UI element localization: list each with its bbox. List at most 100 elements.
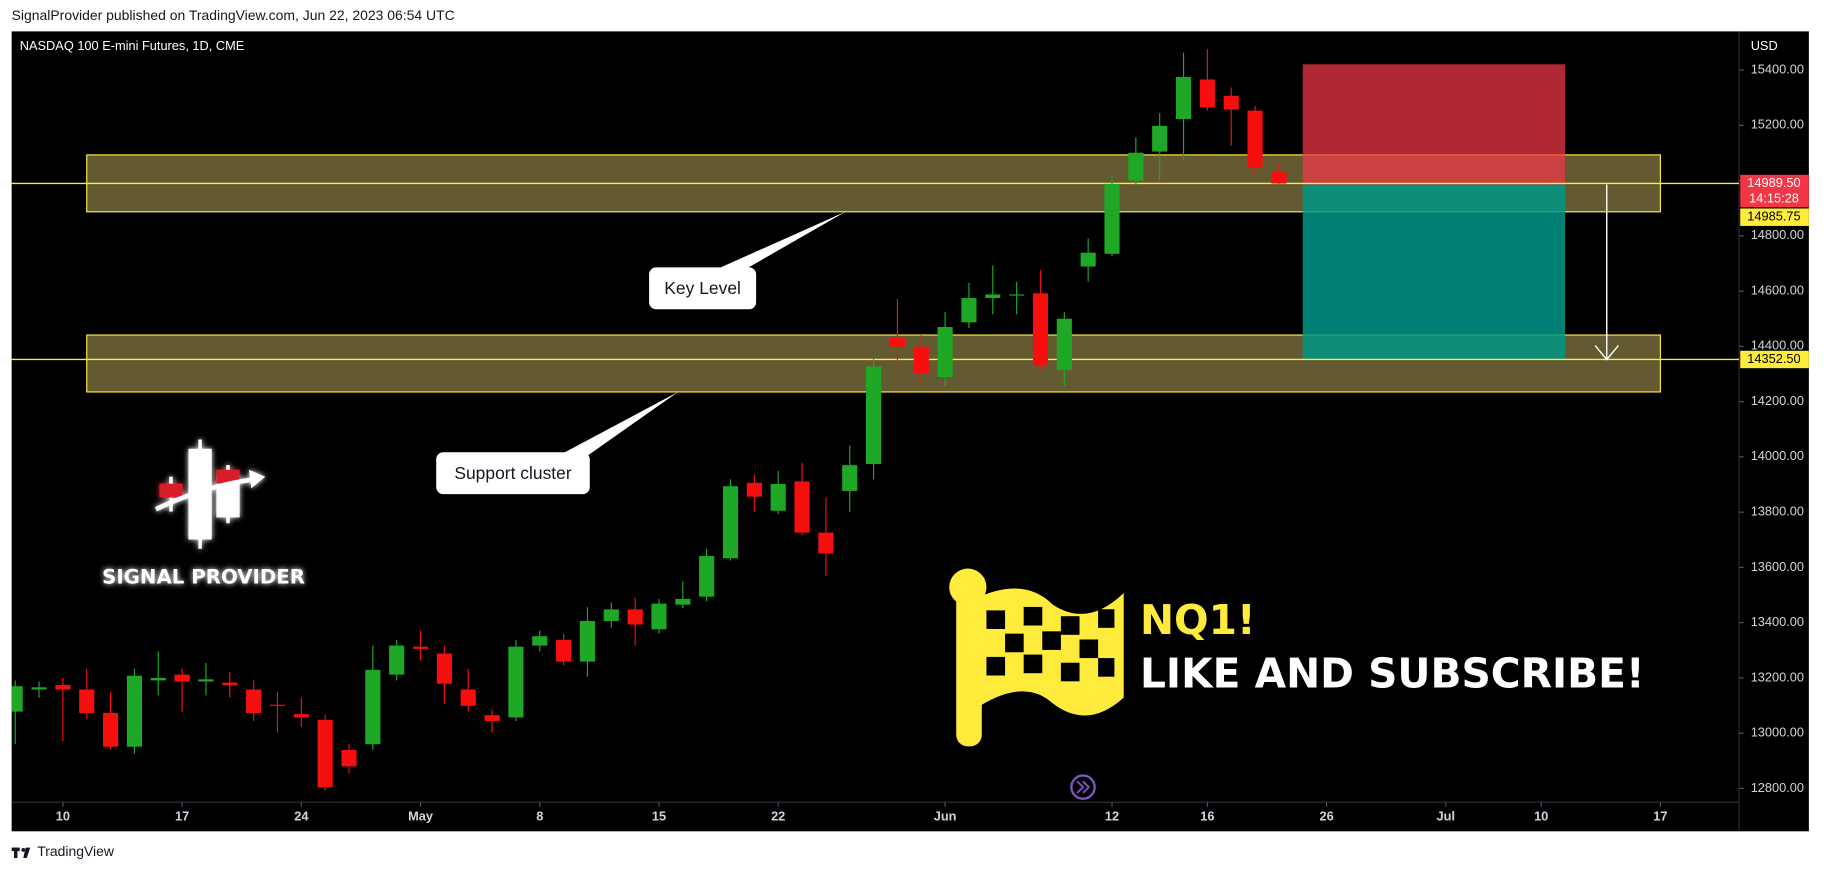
candle-body	[436, 653, 452, 684]
y-tick-label: 14000.00	[1751, 448, 1804, 463]
axis-layer: 12800.00 13000.00 13200.00 13400.00 13600.00…	[56, 61, 1809, 824]
price-label: 14352.50	[1747, 351, 1800, 366]
publish-header: SignalProvider published on TradingView.…	[12, 7, 455, 23]
candle-body	[508, 646, 524, 718]
target-zone	[1302, 184, 1566, 360]
candle-body	[11, 686, 23, 712]
x-tick-label: 12	[1105, 809, 1119, 824]
y-tick-label: 13400.00	[1751, 614, 1804, 629]
candle-body	[198, 679, 214, 682]
candle-body	[317, 719, 333, 788]
callout-support: Support cluster	[436, 391, 679, 495]
candles-layer	[11, 49, 1287, 791]
candle-body	[174, 674, 190, 682]
candle-body	[31, 687, 47, 690]
y-tick-label: 15200.00	[1751, 117, 1804, 132]
candle-body	[389, 645, 405, 675]
candle-body	[532, 636, 548, 646]
symbol-text: NQ1!	[1140, 596, 1256, 644]
candle-body	[1056, 318, 1072, 370]
x-tick-label: 24	[294, 809, 309, 824]
candle-body	[579, 620, 596, 662]
candle-body	[1128, 152, 1144, 181]
candle-body	[746, 482, 762, 497]
candle-body	[627, 609, 643, 625]
price-label-box	[1740, 174, 1809, 208]
candle-body	[603, 609, 619, 621]
price-label-box	[1740, 208, 1809, 226]
candle-body	[985, 294, 1001, 299]
candle-body	[770, 483, 786, 511]
candle-body	[913, 346, 929, 374]
candle-body	[651, 603, 667, 630]
candle-body	[1223, 95, 1239, 110]
candle-body	[937, 327, 953, 378]
candle-body	[722, 486, 739, 559]
footer-text: TradingView	[37, 843, 115, 859]
currency-label: USD	[1751, 38, 1778, 53]
x-tick-label: 15	[652, 809, 666, 824]
candle-body	[675, 598, 691, 605]
callout-text: Key Level	[664, 278, 741, 298]
candle-body	[794, 481, 810, 533]
x-tick-label: 10	[1534, 809, 1548, 824]
candle-body	[818, 532, 834, 554]
y-tick-label: 12800.00	[1751, 780, 1804, 795]
x-tick-label: 22	[771, 809, 785, 824]
scroll-button[interactable]	[1070, 774, 1096, 800]
price-label: 14985.75	[1747, 209, 1800, 224]
y-tick-label: 14400.00	[1751, 338, 1804, 353]
y-tick-label: 13600.00	[1751, 559, 1804, 574]
candle-body	[1199, 79, 1215, 108]
y-tick-label: 15400.00	[1751, 61, 1804, 76]
candle-body	[293, 714, 309, 718]
callout-text: Support cluster	[454, 463, 572, 483]
cta-text: LIKE AND SUBSCRIBE!	[1140, 650, 1645, 698]
candle-body	[460, 689, 476, 706]
candle-body	[556, 639, 572, 662]
price-label-box	[1740, 350, 1809, 369]
callout-pointer	[558, 391, 679, 456]
x-tick-label: 17	[1653, 809, 1667, 824]
countdown-label: 14:15:28	[1749, 191, 1799, 206]
candle-body	[699, 556, 715, 597]
candle-body	[365, 669, 381, 745]
y-tick-label: 14200.00	[1751, 393, 1804, 408]
x-tick-label: 16	[1200, 809, 1214, 824]
logo-text: SIGNAL PROVIDER	[102, 565, 305, 588]
candle-body	[842, 465, 858, 491]
candle-body	[1080, 252, 1096, 267]
candle-body	[961, 298, 977, 323]
candle-body	[412, 646, 429, 649]
candle-body	[222, 682, 238, 686]
flag-icon	[949, 568, 1124, 747]
x-tick-label: 8	[536, 809, 543, 824]
x-tick-label: Jun	[934, 809, 957, 824]
x-tick-label: 10	[56, 809, 70, 824]
candle-body	[866, 366, 882, 465]
y-tick-label: 14800.00	[1751, 227, 1804, 242]
candle-body	[484, 715, 500, 722]
y-tick-label: 14600.00	[1751, 282, 1804, 297]
x-tick-label: 17	[175, 809, 189, 824]
candle-body	[1104, 183, 1120, 254]
candle-body	[1175, 76, 1192, 119]
x-tick-label: May	[408, 809, 434, 824]
candle-body	[79, 689, 95, 713]
candle-body	[1247, 110, 1263, 168]
callout-box	[649, 267, 757, 310]
candle-body	[1032, 293, 1049, 366]
candle-body	[341, 750, 357, 767]
x-tick-label: 26	[1319, 809, 1333, 824]
candle-body	[103, 712, 119, 747]
candle-body	[55, 685, 71, 690]
candle-body	[1152, 125, 1168, 152]
callout-box	[436, 452, 590, 495]
candle-body	[889, 337, 905, 347]
stop-zone	[1302, 64, 1566, 185]
chart-title: NASDAQ 100 E-mini Futures, 1D, CME	[20, 38, 245, 53]
candle-body	[126, 675, 142, 747]
candle-body	[1009, 294, 1025, 296]
